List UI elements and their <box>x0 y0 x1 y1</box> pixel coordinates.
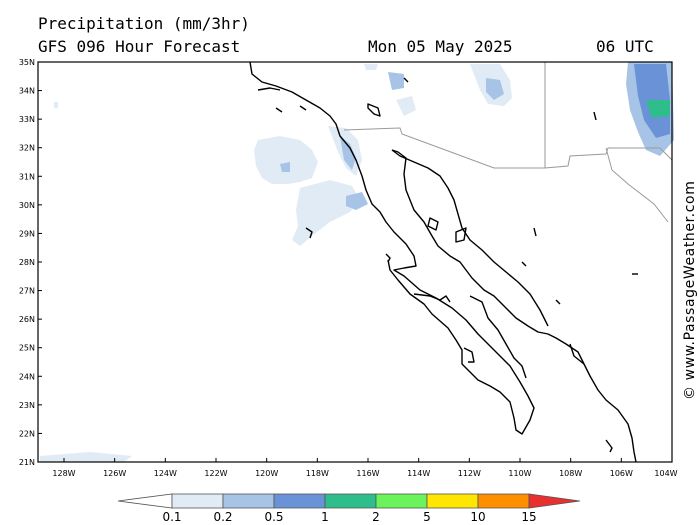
lat-label: 24N <box>19 372 35 381</box>
legend-value-label: 10 <box>470 510 485 524</box>
latitude-ticks: 35N 34N 33N 32N 31N 30N 29N 28N 27N 26N 25N 24N 23N 2… <box>19 58 42 467</box>
longitude-ticks: 128W 126W 124W 122W 120W 118W 116W 114W 112W 110W… <box>52 458 678 478</box>
lat-label: 29N <box>19 229 35 238</box>
lat-label: 33N <box>19 115 35 124</box>
legend-swatch <box>426 493 479 509</box>
legend-swatch <box>477 493 530 509</box>
lon-label: 128W <box>52 469 75 478</box>
precipitation-areas <box>40 62 674 462</box>
lat-label: 26N <box>19 315 35 324</box>
lon-label: 110W <box>508 469 531 478</box>
credit-text: © www.PassageWeather.com <box>682 180 698 400</box>
lon-label: 108W <box>559 469 582 478</box>
lon-label: 124W <box>154 469 177 478</box>
legend-swatch <box>375 493 428 509</box>
forecast-time: 06 UTC <box>596 37 654 56</box>
legend-value-label: 5 <box>423 510 431 524</box>
map-frame <box>37 61 673 463</box>
lon-label: 116W <box>356 469 379 478</box>
lat-label: 28N <box>19 258 35 267</box>
chart-title: Precipitation (mm/3hr) <box>38 14 250 33</box>
lat-label: 21N <box>19 458 35 467</box>
political-borders <box>343 62 673 223</box>
legend-value-label: 0.5 <box>264 510 283 524</box>
lat-label: 22N <box>19 429 35 438</box>
lon-label: 112W <box>458 469 481 478</box>
lat-label: 27N <box>19 287 35 296</box>
lon-label: 114W <box>407 469 430 478</box>
coastline <box>249 61 638 463</box>
lon-label: 120W <box>255 469 278 478</box>
lon-label: 122W <box>204 469 227 478</box>
legend-value-label: 0.2 <box>213 510 232 524</box>
lon-label: 106W <box>610 469 633 478</box>
forecast-date: Mon 05 May 2025 <box>368 37 513 56</box>
legend-arrow-high <box>528 493 581 509</box>
legend-swatch <box>324 493 377 509</box>
legend-value-label: 2 <box>372 510 380 524</box>
legend-value-label: 1 <box>321 510 329 524</box>
forecast-model-label: GFS 096 Hour Forecast <box>38 37 241 56</box>
lon-label: 126W <box>103 469 126 478</box>
lat-label: 34N <box>19 87 35 96</box>
legend-swatch <box>222 493 275 509</box>
lat-label: 23N <box>19 401 35 410</box>
legend-arrow-low <box>117 493 173 509</box>
lat-label: 32N <box>19 144 35 153</box>
legend-value-label: 0.1 <box>162 510 181 524</box>
lat-label: 31N <box>19 172 35 181</box>
lon-label: 104W <box>654 469 677 478</box>
precipitation-legend: 0.1 0.2 0.5 1 2 5 10 15 <box>117 493 581 524</box>
legend-value-label: 15 <box>521 510 536 524</box>
lat-label: 35N <box>19 58 35 67</box>
lon-label: 118W <box>306 469 329 478</box>
lat-label: 25N <box>19 344 35 353</box>
lat-label: 30N <box>19 201 35 210</box>
legend-swatch <box>171 493 224 509</box>
legend-swatch <box>273 493 326 509</box>
